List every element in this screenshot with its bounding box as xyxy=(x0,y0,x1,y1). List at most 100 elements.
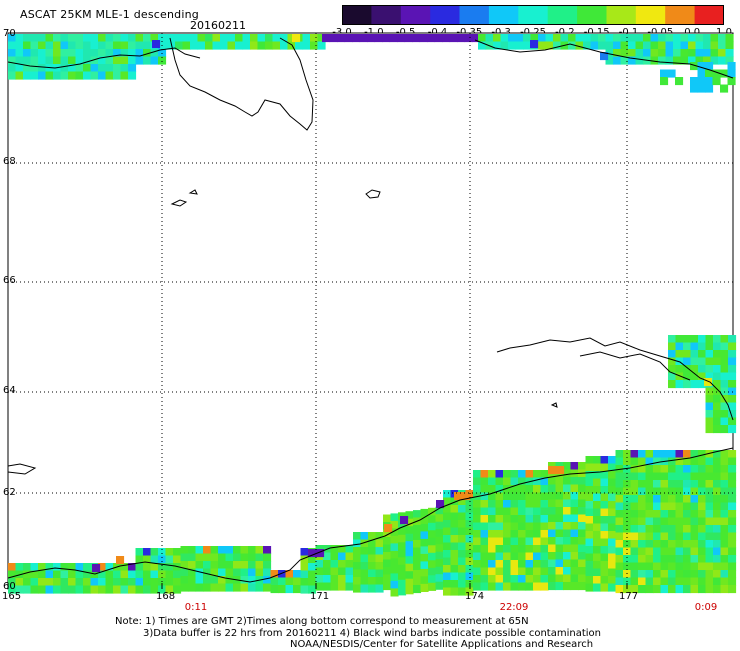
swath-cell xyxy=(695,49,704,58)
swath-cell xyxy=(525,567,534,576)
swath-cell xyxy=(668,525,677,534)
swath-cell xyxy=(675,562,684,571)
swath-cell xyxy=(398,572,407,581)
swath-cell xyxy=(608,471,617,480)
swath-cell xyxy=(150,570,159,579)
colorbar-swatch-1 xyxy=(371,5,402,25)
swath-cell xyxy=(645,555,654,564)
swath-cell xyxy=(98,49,107,58)
swath-cell xyxy=(330,567,339,576)
swath-cell xyxy=(698,335,707,344)
swath-cell xyxy=(600,501,609,510)
swath-cell xyxy=(545,34,554,43)
colorbar-swatch-9 xyxy=(606,5,637,25)
swath-cell xyxy=(653,450,662,459)
swath-cell xyxy=(710,56,719,65)
swath-cell xyxy=(45,34,54,43)
swath-cell xyxy=(720,585,729,594)
swath-cell xyxy=(548,522,557,531)
swath-cell xyxy=(345,560,354,569)
swath-cell xyxy=(713,585,722,594)
swath-cell xyxy=(308,555,317,564)
swath-cell xyxy=(23,56,32,65)
swath-cell xyxy=(240,546,249,555)
swath-cell xyxy=(8,585,17,594)
swath-cell xyxy=(638,457,647,466)
swath-cell xyxy=(458,497,467,506)
swath-cell xyxy=(233,583,242,592)
swath-cell xyxy=(518,530,527,539)
swath-cell xyxy=(518,485,527,494)
swath-cell xyxy=(660,487,669,496)
swath-cell xyxy=(698,510,707,519)
swath-cell xyxy=(510,575,519,584)
swath-cell xyxy=(443,535,452,544)
swath-cell xyxy=(713,480,722,489)
swath-cell xyxy=(675,342,684,351)
swath-cell xyxy=(135,578,144,587)
swath-cell xyxy=(628,34,637,43)
swath-cell xyxy=(90,49,99,58)
swath-cell xyxy=(605,34,614,43)
swath-cell xyxy=(473,515,482,524)
swath-cell xyxy=(116,556,125,565)
swath-cell xyxy=(225,553,234,562)
swath-cell xyxy=(705,585,714,594)
swath-cell xyxy=(495,560,504,569)
swath-cell xyxy=(375,532,384,541)
swath-cell xyxy=(338,582,347,591)
swath-cell xyxy=(458,520,467,529)
swath-cell xyxy=(510,545,519,554)
swath-cell xyxy=(143,548,152,557)
swath-cell xyxy=(668,342,677,351)
swath-cell xyxy=(690,350,699,359)
swath-cell xyxy=(585,583,594,592)
coastlines xyxy=(7,37,734,583)
swath-cell xyxy=(728,450,737,459)
swath-cell xyxy=(128,570,137,579)
swath-cell xyxy=(578,544,587,553)
swath-cell xyxy=(713,487,722,496)
swath-cell xyxy=(638,525,647,534)
swath-cell xyxy=(495,575,504,584)
swath-cell xyxy=(600,561,609,570)
swath-cell xyxy=(703,34,712,43)
swath-cell xyxy=(660,517,669,526)
swath-cell xyxy=(390,558,399,567)
swath-cell xyxy=(623,555,632,564)
swath-cell xyxy=(668,532,677,541)
swath-cell xyxy=(518,545,527,554)
swath-cell xyxy=(300,570,309,579)
swath-cell xyxy=(300,563,309,572)
swath-cell xyxy=(330,545,339,554)
swath-cell xyxy=(405,526,414,535)
swath-cell xyxy=(384,524,393,533)
coastline-chukotka-north xyxy=(7,47,201,69)
swath-cell xyxy=(563,574,572,583)
swath-cell xyxy=(645,480,654,489)
island-small-2 xyxy=(365,189,381,199)
swath-cell xyxy=(443,580,452,589)
swath-cell xyxy=(458,587,467,596)
swath-cell xyxy=(30,563,39,572)
swath-cell xyxy=(38,64,47,73)
swath-cell xyxy=(713,517,722,526)
swath-cell xyxy=(458,565,467,574)
swath-cell xyxy=(383,544,392,553)
swath-cell xyxy=(645,577,654,586)
swath-cell xyxy=(645,547,654,556)
swath-cell xyxy=(533,477,542,486)
swath-cell xyxy=(698,577,707,586)
swath-cell xyxy=(683,547,692,556)
swath-cell xyxy=(45,49,54,58)
swath-cell xyxy=(135,548,144,557)
swath-cell xyxy=(705,410,714,419)
swath-cell xyxy=(660,577,669,586)
coastline-alaska-north xyxy=(474,39,734,79)
swath-cell xyxy=(503,485,512,494)
swath-cell xyxy=(480,552,489,561)
swath-cell xyxy=(525,507,534,516)
swath-cell xyxy=(615,577,624,586)
swath-cell xyxy=(323,552,332,561)
swath-cell xyxy=(712,77,721,86)
